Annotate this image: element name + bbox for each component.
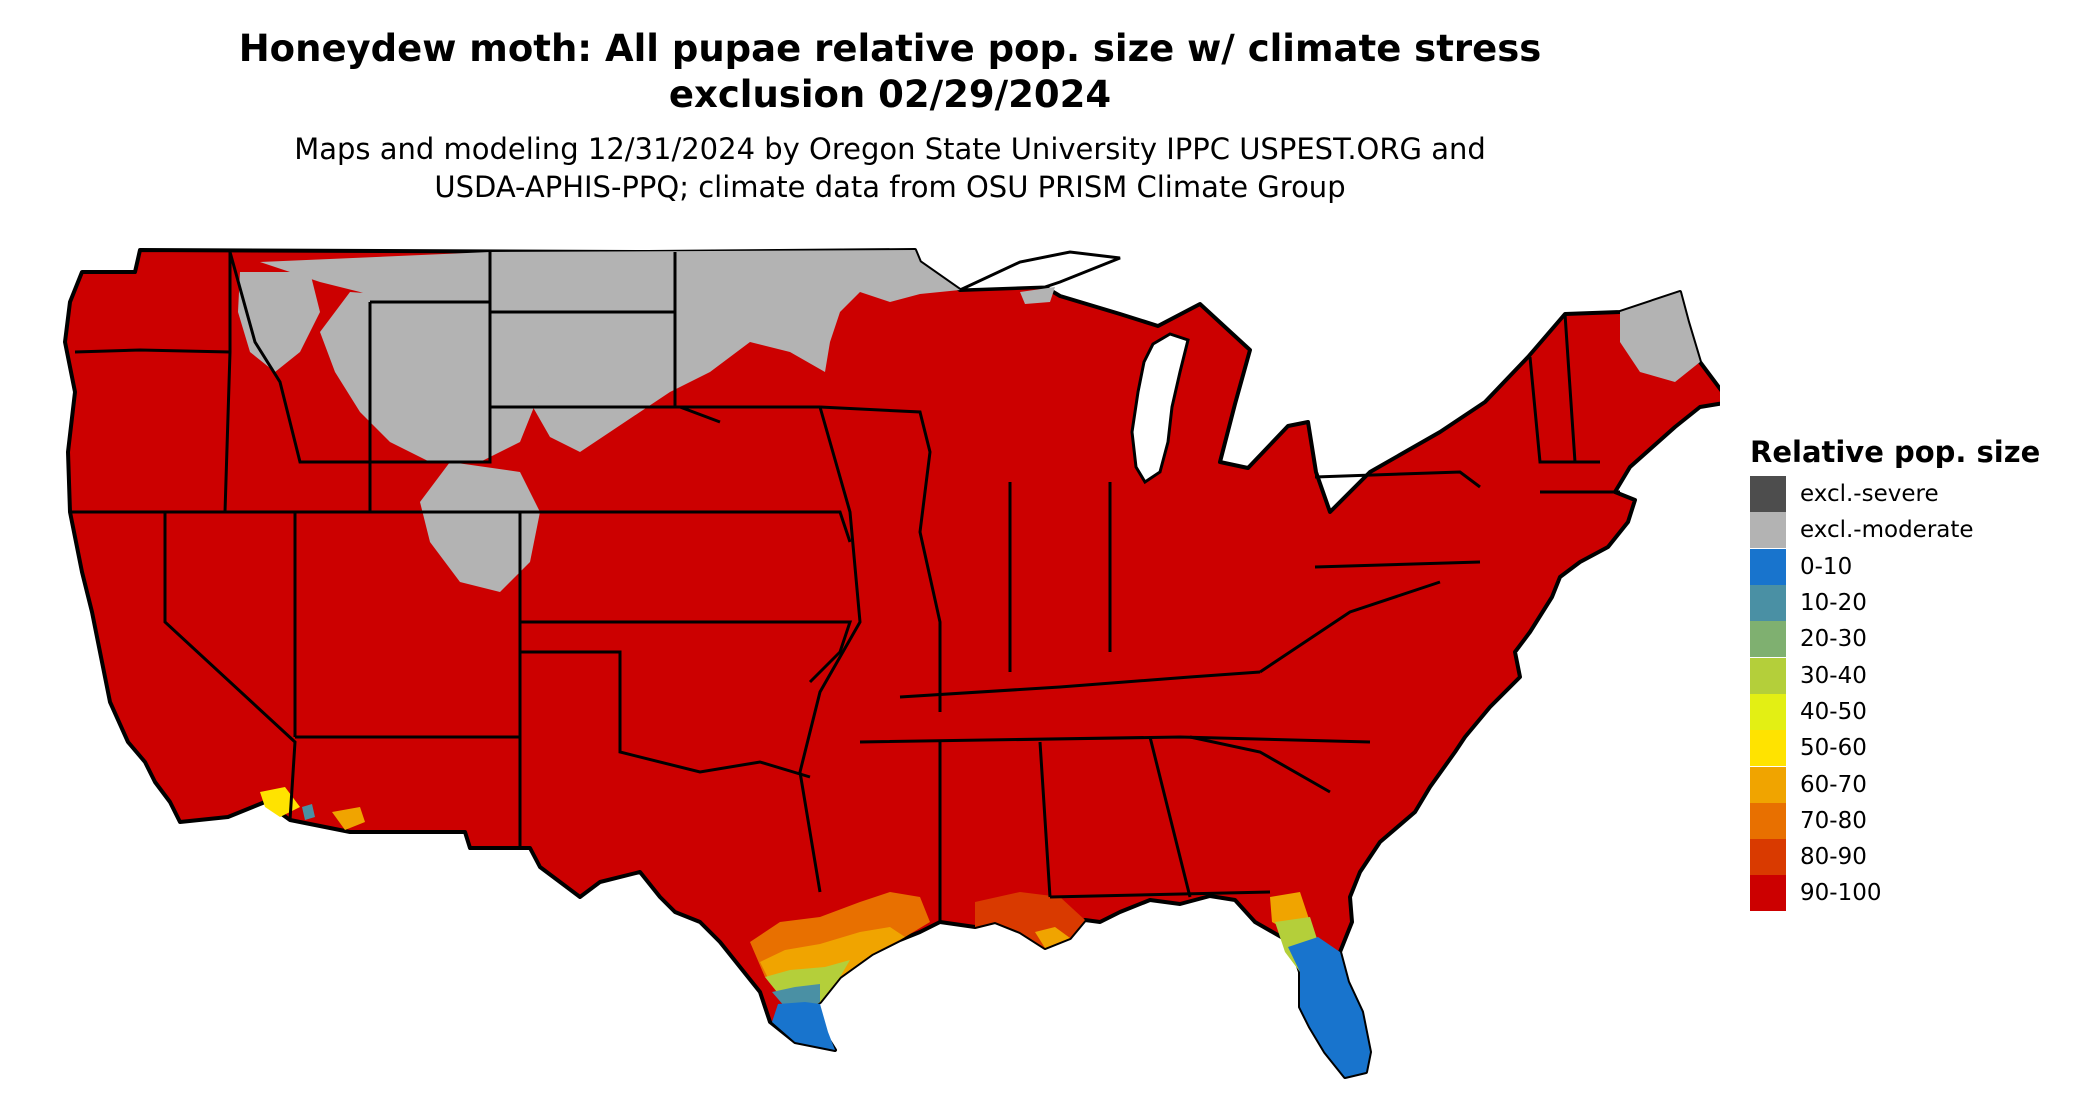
legend-label: 80-90 <box>1800 844 1867 871</box>
border-ut-co <box>368 462 522 737</box>
border-pa-ny <box>1314 470 1481 489</box>
louisiana-coast-gradient <box>975 892 1085 948</box>
legend-swatch <box>1750 657 1786 694</box>
border-mississippi <box>798 406 862 893</box>
az-band-60-70 <box>332 807 365 830</box>
map-title-line-1: Honeydew moth: All pupae relative pop. s… <box>238 27 1542 70</box>
wyoming-excluded <box>320 292 540 462</box>
legend-label: excl.-moderate <box>1800 517 1974 544</box>
legend-label: 50-60 <box>1800 735 1867 762</box>
map-title: Honeydew moth: All pupae relative pop. s… <box>180 26 1600 118</box>
border-id-mt <box>228 251 370 464</box>
florida-gradient <box>1270 892 1370 1077</box>
border-ia-mo <box>720 510 853 684</box>
legend-swatch <box>1750 802 1786 839</box>
border-ky-tn <box>899 670 1261 699</box>
legend-label: 60-70 <box>1800 771 1867 798</box>
border-mn-ia <box>673 252 820 409</box>
legend-swatch <box>1750 512 1786 549</box>
legend-item: 70-80 <box>1750 802 2070 839</box>
legend-item: 90-100 <box>1750 875 2070 912</box>
legend-swatch <box>1750 875 1786 912</box>
legend-label: 30-40 <box>1800 662 1867 689</box>
border-or-id <box>223 252 232 513</box>
maine-excluded <box>1620 292 1700 382</box>
state-borders <box>70 251 1620 922</box>
border-tn-ms-al <box>859 735 1371 744</box>
legend-label: 10-20 <box>1800 590 1867 617</box>
border-ok-tx <box>520 650 811 779</box>
legend-title: Relative pop. size <box>1750 435 2041 469</box>
legend-items: excl.-severe excl.-moderate 0-10 10-20 20-30… <box>1750 476 2070 912</box>
legend-item: 60-70 <box>1750 766 2070 803</box>
legend: Relative pop. size excl.-severe excl.-mod… <box>1750 432 2070 912</box>
border-in-oh <box>1008 482 1112 672</box>
legend-swatch <box>1750 585 1786 622</box>
texas-coast-gradient <box>750 892 930 1050</box>
legend-label: 0-10 <box>1800 553 1853 580</box>
legend-label: excl.-severe <box>1800 481 1939 508</box>
border-wa-or <box>74 348 231 354</box>
legend-item: 10-20 <box>1750 585 2070 622</box>
legend-item: 0-10 <box>1750 548 2070 585</box>
legend-item: 50-60 <box>1750 730 2070 767</box>
legend-swatch <box>1750 839 1786 876</box>
legend-swatch <box>1750 766 1786 803</box>
legend-item: 40-50 <box>1750 693 2070 730</box>
legend-label: 20-30 <box>1800 626 1867 653</box>
border-az-nm <box>295 735 522 848</box>
us-landmass <box>63 248 1720 1079</box>
lake-michigan <box>1130 332 1190 485</box>
legend-item: excl.-severe <box>1750 476 2070 513</box>
legend-item: 80-90 <box>1750 839 2070 876</box>
border-ga-fl <box>1049 890 1271 899</box>
map-subtitle-line-1: Maps and modeling 12/31/2024 by Oregon S… <box>294 132 1486 166</box>
map-title-line-2: exclusion 02/29/2024 <box>668 73 1112 116</box>
lake-superior <box>959 250 1121 292</box>
tx-band-0-10 <box>772 1002 835 1050</box>
fl-band-0-10 <box>1288 937 1370 1077</box>
border-wi-mi-il <box>819 405 942 712</box>
legend-swatch <box>1750 621 1786 658</box>
border-sc-nc <box>1189 735 1331 794</box>
map-subtitle-line-2: USDA-APHIS-PPQ; climate data from OSU PR… <box>434 170 1346 204</box>
us-map <box>63 248 1720 1079</box>
colorado-excluded <box>420 462 540 592</box>
legend-swatch <box>1750 476 1786 513</box>
legend-item: 20-30 <box>1750 621 2070 658</box>
border-new-england <box>1528 313 1620 494</box>
legend-swatch <box>1750 693 1786 730</box>
border-pa-md-va <box>1259 560 1481 674</box>
legend-swatch <box>1750 548 1786 585</box>
legend-swatch <box>1750 730 1786 767</box>
upper-michigan-excluded <box>1020 287 1055 304</box>
legend-label: 90-100 <box>1800 880 1882 907</box>
border-wy <box>368 302 492 464</box>
legend-item: excl.-moderate <box>1750 512 2070 549</box>
map-subtitle: Maps and modeling 12/31/2024 by Oregon S… <box>180 130 1600 206</box>
legend-item: 30-40 <box>1750 657 2070 694</box>
us-outline <box>63 248 1720 1079</box>
ca-band-10-20 <box>302 804 315 820</box>
border-co-ks <box>520 510 720 624</box>
excluded-moderate-regions <box>238 250 1700 592</box>
la-band-60-70 <box>1035 927 1070 948</box>
legend-label: 70-80 <box>1800 807 1867 834</box>
border-ca-nv <box>163 512 297 821</box>
legend-label: 40-50 <box>1800 698 1867 725</box>
